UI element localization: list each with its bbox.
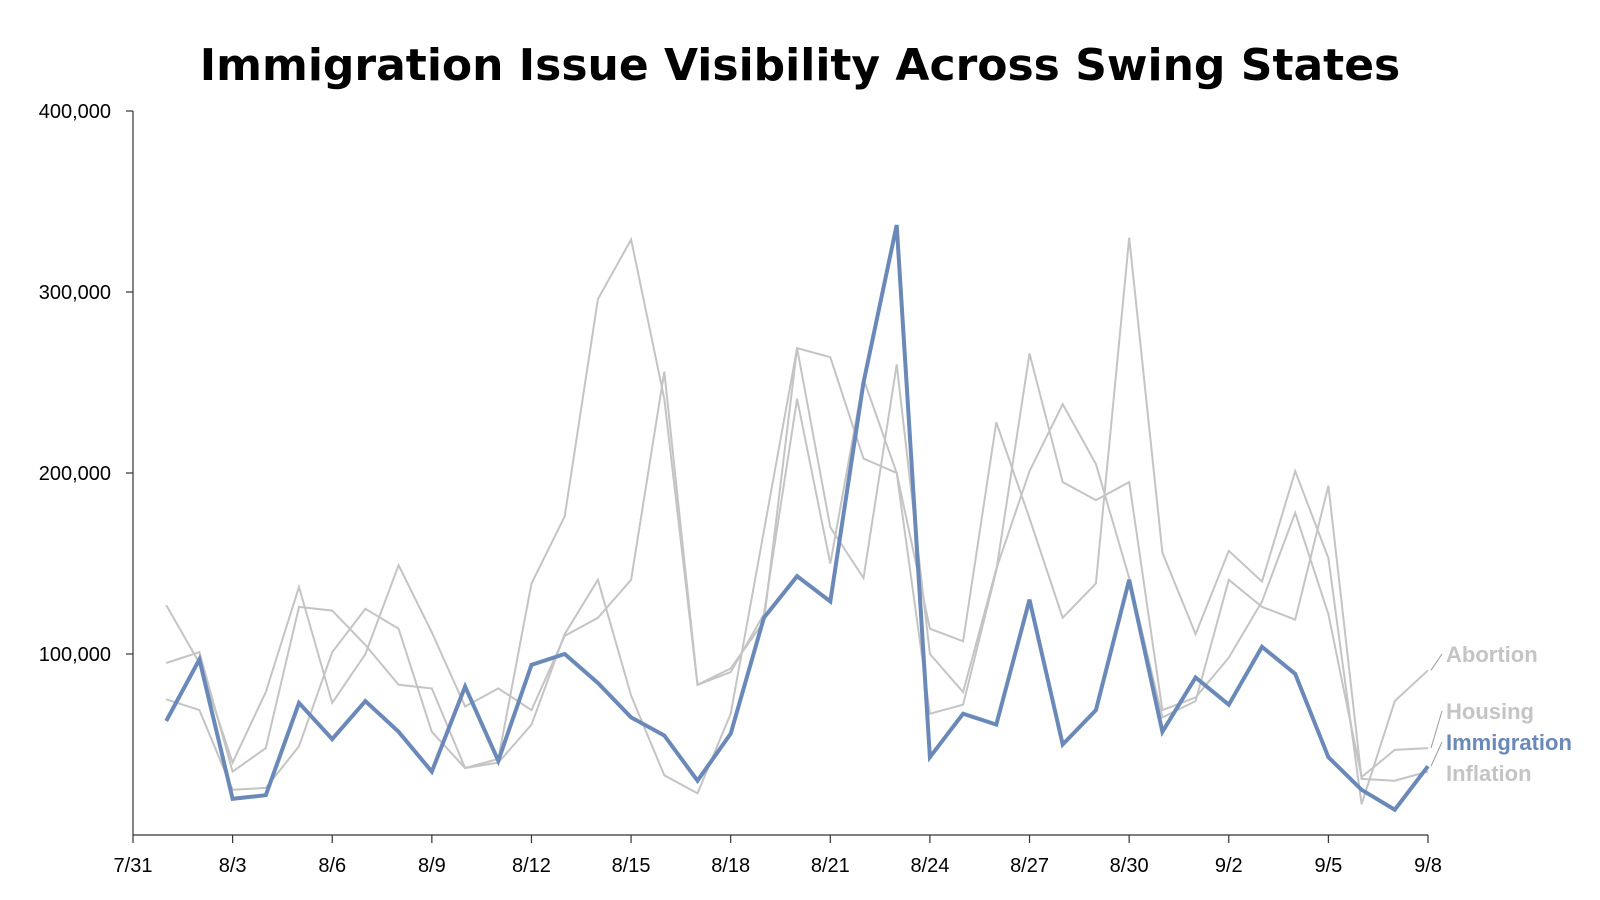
x-tick-label: 8/21: [811, 855, 850, 877]
x-tick-label: 9/2: [1215, 855, 1243, 877]
x-tick-label: 8/30: [1110, 855, 1149, 877]
series-label-inflation: Inflation: [1446, 761, 1532, 786]
chart-axes: 100,000 200,000 300,000 400,000 7/31 8/3 8/6 8/…: [39, 101, 1442, 877]
x-tick-label: 8/12: [512, 855, 551, 877]
series-line-abortion: [165, 237, 1429, 805]
series-labels-group: Abortion Housing Immigration Inflation: [1430, 642, 1572, 786]
series-line-immigration: [164, 224, 1430, 813]
x-tick-label: 8/18: [711, 855, 750, 877]
x-tick-label: 9/5: [1314, 855, 1342, 877]
label-leader-line: [1430, 710, 1443, 749]
y-tick-label: 300,000: [39, 282, 111, 304]
label-leader-line: [1430, 741, 1443, 767]
comparison-series-group: [165, 236, 1429, 805]
x-tick-label: 7/31: [114, 855, 153, 877]
series-label-immigration: Immigration: [1446, 730, 1572, 755]
y-tick-label: 100,000: [39, 644, 111, 666]
label-leader-line: [1430, 653, 1443, 671]
series-label-abortion: Abortion: [1446, 642, 1538, 667]
x-tick-label: 8/3: [219, 855, 247, 877]
chart-title: Immigration Issue Visibility Across Swin…: [199, 40, 1401, 91]
series-line-inflation: [165, 347, 1429, 795]
series-line-housing: [165, 236, 1429, 779]
y-tick-label: 400,000: [39, 101, 111, 123]
series-label-housing: Housing: [1446, 699, 1534, 724]
x-tick-label: 8/15: [612, 855, 651, 877]
y-tick-label: 200,000: [39, 463, 111, 485]
x-tick-label: 8/27: [1010, 855, 1049, 877]
x-tick-label: 8/9: [418, 855, 446, 877]
x-tick-label: 8/24: [910, 855, 949, 877]
x-tick-label: 9/8: [1414, 855, 1442, 877]
x-tick-label: 8/6: [318, 855, 346, 877]
highlight-series-group: [164, 224, 1430, 813]
